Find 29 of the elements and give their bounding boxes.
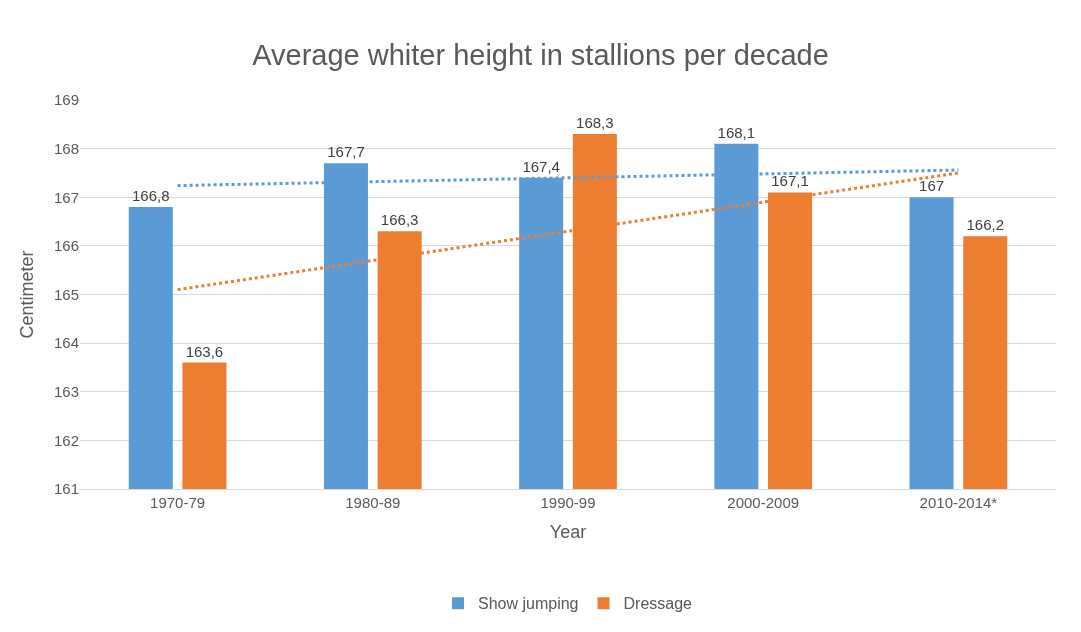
y-tick-label: 169 bbox=[53, 91, 79, 109]
data-label: 166,2 bbox=[966, 216, 1005, 234]
data-label: 163,6 bbox=[185, 342, 224, 360]
data-label: 167,4 bbox=[522, 157, 560, 175]
data-label: 168,1 bbox=[717, 123, 756, 141]
data-label: 166,8 bbox=[131, 186, 170, 204]
data-label: 167,7 bbox=[327, 143, 365, 161]
x-tick-label: 1990-99 bbox=[540, 494, 596, 511]
y-tick-label: 163 bbox=[53, 383, 79, 400]
data-label: 167 bbox=[919, 177, 945, 195]
x-axis-title: Year bbox=[549, 522, 587, 543]
x-tick-label: 2010-2014* bbox=[919, 494, 998, 511]
x-tick-label: 1970-79 bbox=[150, 494, 206, 511]
y-tick-label: 168 bbox=[53, 139, 79, 157]
y-axis-title: Centimeter bbox=[17, 250, 38, 339]
data-label: 167,1 bbox=[771, 172, 809, 190]
legend-label: Dressage bbox=[623, 595, 693, 613]
y-tick-label: 165 bbox=[53, 285, 79, 303]
y-tick-label: 167 bbox=[53, 188, 79, 206]
y-tick-label: 166 bbox=[53, 237, 79, 255]
x-tick-label: 2000-2009 bbox=[727, 494, 800, 511]
data-label: 168,3 bbox=[576, 114, 614, 132]
legend-label: Show jumping bbox=[478, 595, 579, 613]
y-tick-label: 161 bbox=[53, 480, 79, 498]
data-label: 166,3 bbox=[380, 211, 419, 229]
x-tick-label: 1980-89 bbox=[345, 494, 401, 511]
chart-title: Average whiter height in stallions per decade bbox=[252, 38, 829, 71]
y-tick-label: 164 bbox=[53, 334, 79, 352]
y-tick-label: 162 bbox=[53, 431, 79, 449]
